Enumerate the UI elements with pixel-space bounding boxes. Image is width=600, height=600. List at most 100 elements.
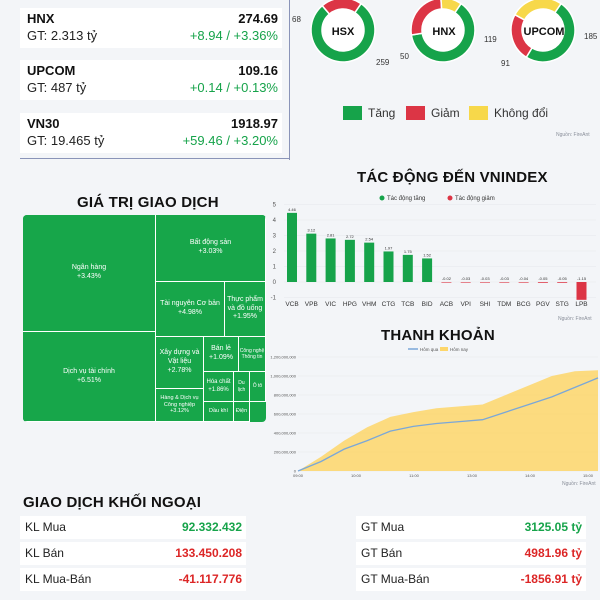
- treemap-cell[interactable]: Xây dựng và Vật liệu +2.78%: [156, 337, 204, 389]
- bar-value-label: 2.54: [365, 237, 374, 242]
- donut-hnx[interactable]: [410, 0, 476, 63]
- trade-value-title: GIÁ TRỊ GIAO DỊCH: [77, 194, 219, 211]
- bar-SHI[interactable]: [480, 282, 490, 283]
- bar-BCG[interactable]: [518, 282, 529, 283]
- treemap-cell[interactable]: Ô tô: [250, 372, 266, 402]
- donut-slice-up[interactable]: [410, 2, 476, 63]
- legend-label-yesterday: Hôm qua: [420, 347, 439, 352]
- donut-down-count: 50: [400, 52, 409, 61]
- bar-TDM[interactable]: [499, 282, 510, 283]
- treemap-cell[interactable]: Bất động sản +3.03%: [156, 215, 266, 282]
- bar-value-label: -0.03: [461, 276, 471, 281]
- y-tick-label: 800,000,000: [274, 393, 297, 398]
- y-tick-label: 3: [273, 234, 277, 240]
- treemap-cell[interactable]: Bán lẻ +1.09%: [204, 337, 239, 372]
- index-change: +59.46 / +3.20%: [182, 133, 278, 148]
- x-tick-label: VPI: [460, 301, 471, 308]
- treemap-cell[interactable]: Dịch vụ tài chính +6.51%: [23, 332, 156, 422]
- x-tick-label: VHM: [362, 301, 376, 308]
- donut-label-hsx: HSX: [331, 26, 355, 38]
- bar-TCB[interactable]: [402, 254, 413, 282]
- treemap-cell[interactable]: Tài nguyên Cơ bản +4.98%: [156, 282, 225, 337]
- treemap-cell[interactable]: Hóa chất +1.86%: [204, 372, 234, 402]
- legend-swatch-today: [440, 347, 448, 351]
- bar-HPG[interactable]: [344, 239, 355, 282]
- source-note: Nguồn: FireAnt: [556, 132, 590, 138]
- treemap-cell[interactable]: Dầu khí: [204, 402, 234, 422]
- bar-ACB[interactable]: [441, 282, 452, 283]
- index-card-vn30[interactable]: VN30 1918.97 GT: 19.465 tỷ +59.46 / +3.2…: [20, 113, 282, 153]
- impact-title: TÁC ĐỘNG ĐẾN VNINDEX: [357, 169, 548, 186]
- bar-value-label: -0.05: [538, 276, 548, 281]
- donut-slice-down[interactable]: [321, 0, 363, 16]
- liquidity-chart: Hôm qua Hôm nay 0 200,000,000 400,000,000 600…: [270, 347, 599, 487]
- index-name: UPCOM: [27, 63, 76, 78]
- x-tick-label: TDM: [497, 301, 511, 308]
- y-tick-label: 1,000,000,000: [270, 374, 296, 379]
- bar-value-label: 1.97: [385, 245, 394, 250]
- x-tick-label: HPG: [343, 301, 357, 308]
- bar-value-label: 2.81: [327, 232, 336, 237]
- index-name: HNX: [27, 11, 55, 26]
- x-tick-label: LPB: [575, 301, 587, 308]
- index-card-upcom[interactable]: UPCOM 109.16 GT: 487 tỷ +0.14 / +0.13%: [20, 60, 282, 100]
- bar-VCB[interactable]: [287, 212, 297, 282]
- index-trade-value: GT: 2.313 tỷ: [27, 28, 98, 43]
- source-note: Nguồn: FireAnt: [562, 481, 596, 487]
- foreign-label: KL Bán: [25, 546, 64, 560]
- donut-hole: [322, 9, 364, 51]
- bar-STG[interactable]: [557, 282, 568, 283]
- donut-slice-flat[interactable]: [513, 0, 563, 21]
- y-tick-label: 600,000,000: [274, 412, 297, 417]
- treemap-cell[interactable]: Ngân hàng +3.43%: [23, 215, 156, 332]
- bar-value-label: -0.05: [558, 276, 568, 281]
- bar-VPI[interactable]: [460, 282, 471, 283]
- donut-hole: [422, 9, 464, 51]
- donut-up-count: 259: [376, 58, 390, 67]
- divider-vertical: [289, 0, 290, 160]
- bar-VHM[interactable]: [364, 242, 375, 282]
- x-tick-label: VCB: [285, 301, 298, 308]
- bar-VPB[interactable]: [306, 233, 317, 282]
- x-tick-label: 11:00: [409, 473, 419, 478]
- foreign-row: KL Bán 133.450.208: [20, 542, 246, 565]
- bar-BID[interactable]: [422, 258, 433, 282]
- donut-up-count: 185: [584, 32, 598, 41]
- treemap-cell[interactable]: Thực phẩm và đồ uống +1.95%: [225, 282, 266, 337]
- bar-LPB[interactable]: [576, 282, 587, 300]
- treemap-cell[interactable]: Du lịch: [234, 372, 250, 402]
- bar-value-label: 2.72: [346, 234, 355, 239]
- x-tick-label: 13:00: [467, 473, 478, 478]
- line-yesterday[interactable]: [297, 377, 599, 472]
- treemap-cell[interactable]: Hàng & Dịch vụ Công nghiệp +3.12%: [156, 389, 204, 422]
- legend-down: Giảm: [406, 106, 460, 120]
- donut-slice-flat[interactable]: [440, 0, 463, 14]
- legend-swatch-flat: [469, 106, 488, 120]
- bar-CTG[interactable]: [383, 251, 394, 282]
- bar-PGV[interactable]: [537, 282, 548, 283]
- index-name: VN30: [27, 116, 60, 131]
- donut-upcom[interactable]: [510, 0, 576, 63]
- area-today[interactable]: [298, 370, 598, 471]
- treemap-cell[interactable]: Công nghệ Thông tin: [239, 337, 266, 372]
- donut-slice-down[interactable]: [410, 0, 443, 36]
- index-price: 274.69: [238, 11, 278, 26]
- treemap-cell[interactable]: Điện: [234, 402, 250, 422]
- y-tick-label: 0: [294, 469, 297, 474]
- legend-dot-down: [447, 195, 453, 201]
- bar-VIC[interactable]: [325, 238, 336, 282]
- bar-value-label: 4.46: [288, 207, 297, 212]
- donut-down-count: 91: [501, 59, 510, 68]
- legend-swatch-down: [406, 106, 425, 120]
- donut-hole: [522, 9, 564, 51]
- bar-value-label: 1.52: [423, 252, 432, 257]
- bar-value-label: -0.03: [500, 276, 510, 281]
- index-card-hnx[interactable]: HNX 274.69 GT: 2.313 tỷ +8.94 / +3.36%: [20, 8, 282, 48]
- donut-hsx[interactable]: [310, 0, 376, 63]
- x-tick-label: 10:00: [351, 473, 362, 478]
- donut-slice-up[interactable]: [310, 2, 376, 63]
- foreign-row: GT Bán 4981.96 tỷ: [356, 542, 586, 565]
- index-change: +0.14 / +0.13%: [189, 80, 278, 95]
- bar-value-label: -0.03: [480, 276, 490, 281]
- legend-up: Tăng: [343, 106, 395, 120]
